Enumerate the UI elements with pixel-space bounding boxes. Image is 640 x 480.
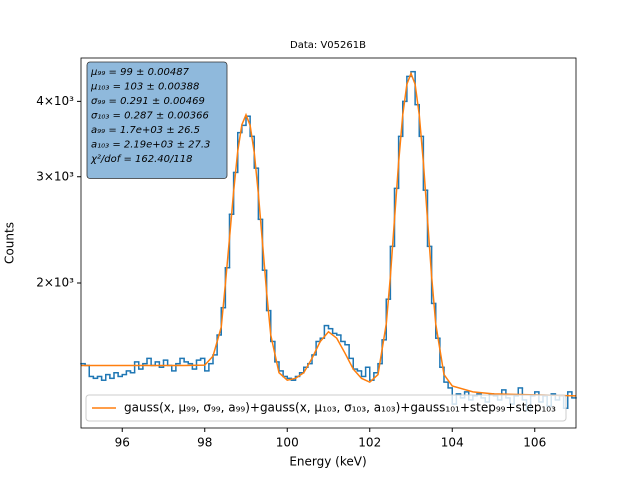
annotation-text: χ²/dof = 162.40/118 xyxy=(90,154,192,165)
y-tick-label: 2×10³ xyxy=(36,275,74,289)
x-tick-label: 100 xyxy=(276,436,299,450)
y-axis-label: Counts xyxy=(3,222,17,264)
annotation-text: μ₁₀₃ = 103 ± 0.00388 xyxy=(90,82,199,93)
annotation-text: a₁₀₃ = 2.19e+03 ± 27.3 xyxy=(91,140,210,151)
annotation-text: μ₉₉ = 99 ± 0.00487 xyxy=(90,67,190,78)
x-axis-label: Energy (keV) xyxy=(289,455,366,469)
fit-line xyxy=(81,71,577,397)
legend-label: gauss(x, μ₉₉, σ₉₉, a₉₉)+gauss(x, μ₁₀₃, σ… xyxy=(124,401,556,415)
x-tick-label: 102 xyxy=(358,436,381,450)
chart-title: Data: V05261B xyxy=(290,40,366,51)
x-tick-label: 96 xyxy=(115,436,130,450)
annotation-text: σ₁₀₃ = 0.287 ± 0.00366 xyxy=(91,111,209,122)
annotation-text: a₉₉ = 1.7e+03 ± 26.5 xyxy=(91,125,200,136)
plot-frame xyxy=(80,57,577,429)
annotation-box xyxy=(86,61,228,179)
legend-box xyxy=(85,394,567,422)
annotation-text: σ₉₉ = 0.291 ± 0.00469 xyxy=(91,96,205,107)
y-tick-label: 3×10³ xyxy=(36,169,74,183)
x-tick-label: 106 xyxy=(523,436,546,450)
x-tick-label: 104 xyxy=(441,436,464,450)
y-tick-label: 4×10³ xyxy=(36,94,74,108)
x-tick-label: 98 xyxy=(197,436,212,450)
